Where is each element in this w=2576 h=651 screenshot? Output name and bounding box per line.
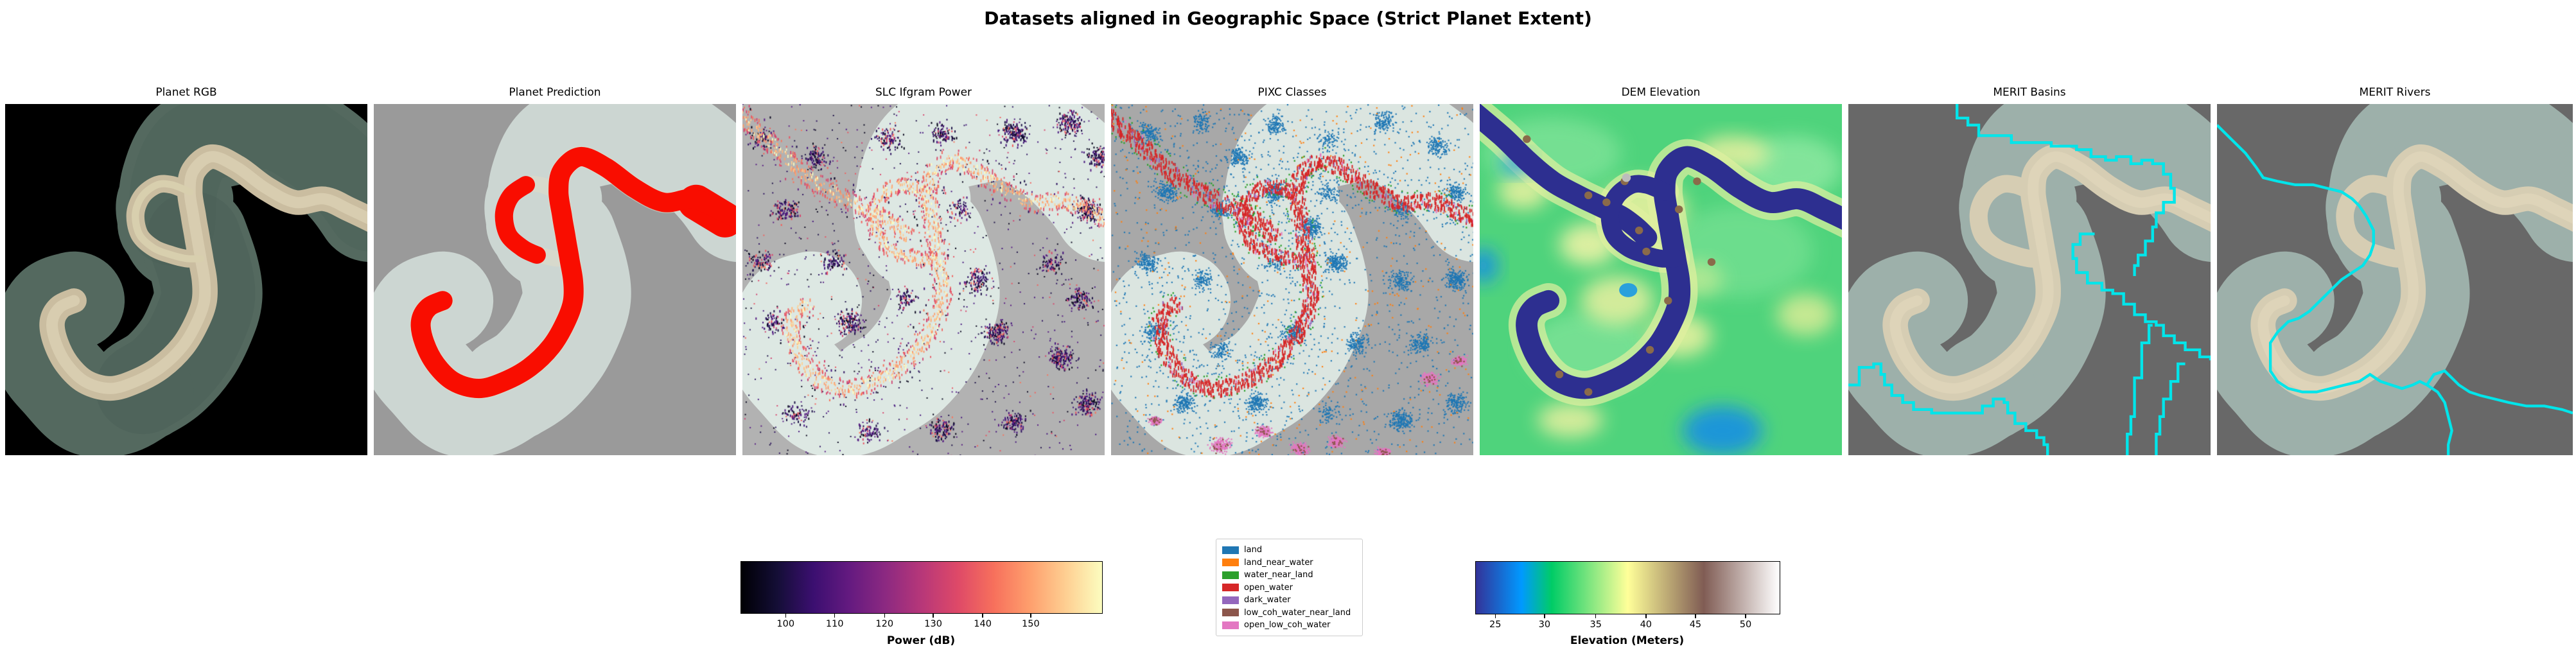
merit-basins-image [1848,104,2211,455]
legend-label: open_low_coh_water [1244,620,1331,630]
colorbar-tick-label: 100 [776,619,795,629]
panel-pixc-classes: PIXC Classes [1111,0,1473,455]
panel-dem-elevation: DEM Elevation [1480,0,1842,455]
panel-title-planet-rgb: Planet RGB [155,86,217,99]
panel-title-dem-elevation: DEM Elevation [1621,86,1701,99]
colorbar-tick-label: 40 [1640,620,1652,630]
legend-item-dark_water: dark_water [1222,594,1356,607]
legend-item-water_near_land: water_near_land [1222,569,1356,582]
legend-swatch [1222,621,1239,629]
colorbar-tick-label: 50 [1739,620,1752,630]
legend-swatch [1222,596,1239,604]
legend-swatch [1222,559,1239,567]
merit-basins-map-svg [1848,104,2211,455]
colorbar-tick-label: 25 [1489,620,1502,630]
pixc-class-legend: land land_near_water water_near_land open_w… [1216,539,1363,636]
panel-title-planet-prediction: Planet Prediction [509,86,601,99]
colorbar-tick-label: 45 [1689,620,1702,630]
planet-prediction-image [374,104,736,455]
panel-slc-ifgram-power: SLC Ifgram Power [742,0,1105,455]
legend-swatch [1222,609,1239,617]
panel-planet-rgb: Planet RGB [5,0,367,455]
legend-item-open_water: open_water [1222,582,1356,595]
colorbar-tick-label: 35 [1590,620,1602,630]
power-colorbar: Power (dB) 100 110 120 130 140 150 [740,561,1103,651]
colorbar-tick [785,614,786,618]
colorbar-tick-label: 110 [825,619,844,629]
dem-elevation-image [1480,104,1842,455]
legend-label: water_near_land [1244,570,1313,580]
legend-label: dark_water [1244,595,1291,605]
colorbar-tick [1745,614,1746,618]
power-colorbar-gradient [740,561,1103,614]
panel-planet-prediction: Planet Prediction [374,0,736,455]
panel-title-slc-ifgram-power: SLC Ifgram Power [875,86,972,99]
panel-title-merit-basins: MERIT Basins [1993,86,2066,99]
legend-swatch [1222,571,1239,579]
colorbar-tick-label: 140 [974,619,992,629]
power-colorbar-label: Power (dB) [886,634,956,647]
merit-rivers-map-svg [2217,104,2573,455]
legend-swatch [1222,584,1239,592]
colorbar-tick-label: 150 [1022,619,1040,629]
planet-rgb-map-svg [5,104,367,455]
panel-merit-rivers: MERIT Rivers [2217,0,2573,455]
colorbar-tick-label: 30 [1538,620,1551,630]
slc-ifgram-power-image [742,104,1105,455]
colorbar-tick-label: 130 [924,619,942,629]
elevation-colorbar: Elevation (Meters) 25 30 35 40 45 50 [1475,561,1780,651]
legend-swatch [1222,546,1239,554]
legend-item-open_low_coh_water: open_low_coh_water [1222,619,1356,632]
colorbar-tick [884,614,885,618]
colorbar-tick [982,614,983,618]
legend-item-land_near_water: land_near_water [1222,557,1356,569]
figure-title: Datasets aligned in Geographic Space (St… [984,8,1592,29]
merit-rivers-image [2217,104,2573,455]
elevation-colorbar-label: Elevation (Meters) [1570,634,1685,647]
pixc-classes-speckle-canvas [1111,104,1473,455]
colorbar-tick [834,614,836,618]
legend-item-low_coh_water_near_land: low_coh_water_near_land [1222,607,1356,620]
panel-title-pixc-classes: PIXC Classes [1257,86,1327,99]
legend-label: land [1244,545,1263,555]
colorbar-tick-label: 120 [875,619,894,629]
elevation-colorbar-gradient [1475,561,1780,614]
panel-title-merit-rivers: MERIT Rivers [2359,86,2431,99]
colorbar-tick [1544,614,1545,618]
slc-ifgram-power-speckle-canvas [742,104,1105,455]
legend-label: open_water [1244,582,1293,593]
legend-label: land_near_water [1244,557,1313,568]
colorbar-tick [1645,614,1647,618]
colorbar-tick [1494,614,1496,618]
dem-elevation-map-svg [1480,104,1842,455]
legend-label: low_coh_water_near_land [1244,607,1351,618]
pixc-classes-image [1111,104,1473,455]
planet-prediction-map-svg [374,104,736,455]
panel-merit-basins: MERIT Basins [1848,0,2211,455]
colorbar-tick [1595,614,1597,618]
colorbar-tick [1030,614,1031,618]
planet-rgb-image [5,104,367,455]
legend-item-land: land [1222,544,1356,557]
